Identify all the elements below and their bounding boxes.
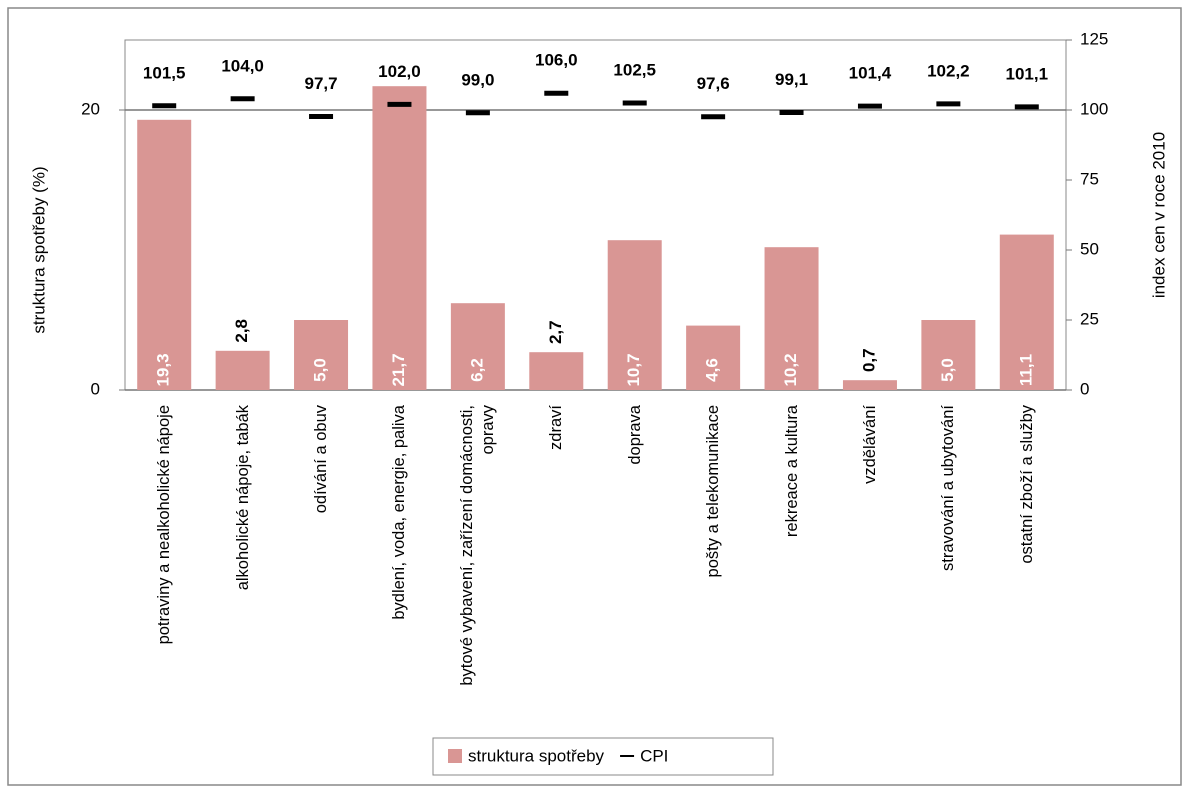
legend-swatch [448, 749, 462, 763]
legend-label: CPI [640, 746, 668, 765]
x-tick-text: potraviny a nealkoholické nápoje [154, 405, 173, 645]
x-tick-label: bydlení, voda, energie, paliva [374, 405, 424, 705]
bar [372, 86, 427, 390]
cpi-value-label: 101,1 [1006, 64, 1049, 83]
legend-box [432, 737, 774, 776]
bar [294, 320, 349, 390]
cpi-value-label: 99,0 [461, 70, 494, 89]
y2-tick-label: 25 [1080, 309, 1099, 328]
cpi-value-label: 101,4 [849, 64, 892, 83]
x-tick-label: vzdělávání [845, 405, 895, 705]
x-tick-text: doprava [625, 405, 644, 465]
x-tick-label: ostatní zboží a služby [1002, 405, 1052, 705]
x-tick-label: rekreace a kultura [767, 405, 817, 705]
y-axis-title: struktura spotřeby (%) [29, 166, 48, 333]
bar [529, 352, 584, 390]
bar-value-label: 19,3 [154, 353, 173, 386]
bar [137, 119, 192, 391]
x-tick-label: potraviny a nealkoholické nápoje [139, 405, 189, 705]
cpi-value-label: 97,6 [697, 74, 730, 93]
x-tick-label: pošty a telekomunikace [688, 405, 738, 705]
bar [999, 234, 1054, 390]
bar [921, 320, 976, 390]
cpi-value-label: 102,0 [378, 62, 421, 81]
bar-value-label: 10,7 [624, 353, 643, 386]
x-tick-text: odívání a obuv [311, 405, 330, 514]
cpi-value-label: 99,1 [775, 70, 808, 89]
x-tick-label: zdraví [531, 405, 581, 705]
x-tick-text: zdraví [546, 405, 565, 450]
cpi-value-label: 101,5 [143, 63, 186, 82]
cpi-value-label: 102,2 [927, 61, 970, 80]
x-tick-label: alkoholické nápoje, tabák [218, 405, 268, 705]
cpi-value-label: 102,5 [613, 60, 656, 79]
chart-frame [7, 7, 1182, 786]
bar-value-label: 5,0 [311, 358, 330, 382]
bar [686, 325, 741, 390]
bar-value-label: 6,2 [467, 358, 486, 382]
bar-value-label: 2,7 [546, 320, 565, 344]
x-tick-text: alkoholické nápoje, tabák [233, 405, 252, 591]
x-tick-text: bydlení, voda, energie, paliva [389, 405, 408, 620]
bar [607, 240, 662, 390]
x-tick-label: odívání a obuv [296, 405, 346, 705]
cpi-value-label: 106,0 [535, 51, 578, 70]
y-tick-label: 20 [81, 99, 100, 118]
bar-value-label: 11,1 [1016, 354, 1035, 386]
cpi-value-label: 104,0 [221, 56, 264, 75]
y2-tick-label: 125 [1080, 29, 1108, 48]
bar-value-label: 0,7 [859, 348, 878, 372]
x-tick-text: stravování a ubytování [938, 405, 957, 572]
x-tick-text: vzdělávání [860, 405, 879, 484]
y2-tick-label: 50 [1080, 239, 1099, 258]
bar-value-label: 5,0 [938, 358, 957, 382]
cpi-value-label: 97,7 [304, 74, 337, 93]
y2-tick-label: 0 [1080, 379, 1089, 398]
bar-value-label: 2,8 [232, 319, 251, 343]
x-tick-label: bytové vybavení, zařízení domácnosti, op… [453, 405, 503, 705]
y2-tick-label: 100 [1080, 99, 1108, 118]
x-tick-label: doprava [610, 405, 660, 705]
bar [842, 380, 897, 390]
x-tick-text: pošty a telekomunikace [703, 405, 722, 578]
legend-label: struktura spotřeby [468, 746, 605, 765]
bar-value-label: 4,6 [703, 358, 722, 382]
bar-value-label: 10,2 [781, 353, 800, 386]
x-tick-text: bytové vybavení, zařízení domácnosti, op… [457, 405, 497, 686]
bar [215, 350, 270, 390]
bar-value-label: 21,7 [389, 353, 408, 386]
bar [764, 247, 819, 390]
y2-axis-title: index cen v roce 2010 [1149, 132, 1168, 298]
bar [450, 303, 505, 390]
y-tick-label: 0 [91, 379, 100, 398]
x-tick-label: stravování a ubytování [923, 405, 973, 705]
x-tick-text: ostatní zboží a služby [1017, 405, 1036, 564]
y2-tick-label: 75 [1080, 169, 1099, 188]
x-tick-text: rekreace a kultura [782, 405, 801, 538]
